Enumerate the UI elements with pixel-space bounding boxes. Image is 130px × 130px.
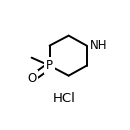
Text: HCl: HCl — [53, 92, 76, 105]
Text: P: P — [46, 59, 53, 72]
Text: NH: NH — [90, 39, 107, 52]
Text: O: O — [27, 72, 36, 85]
